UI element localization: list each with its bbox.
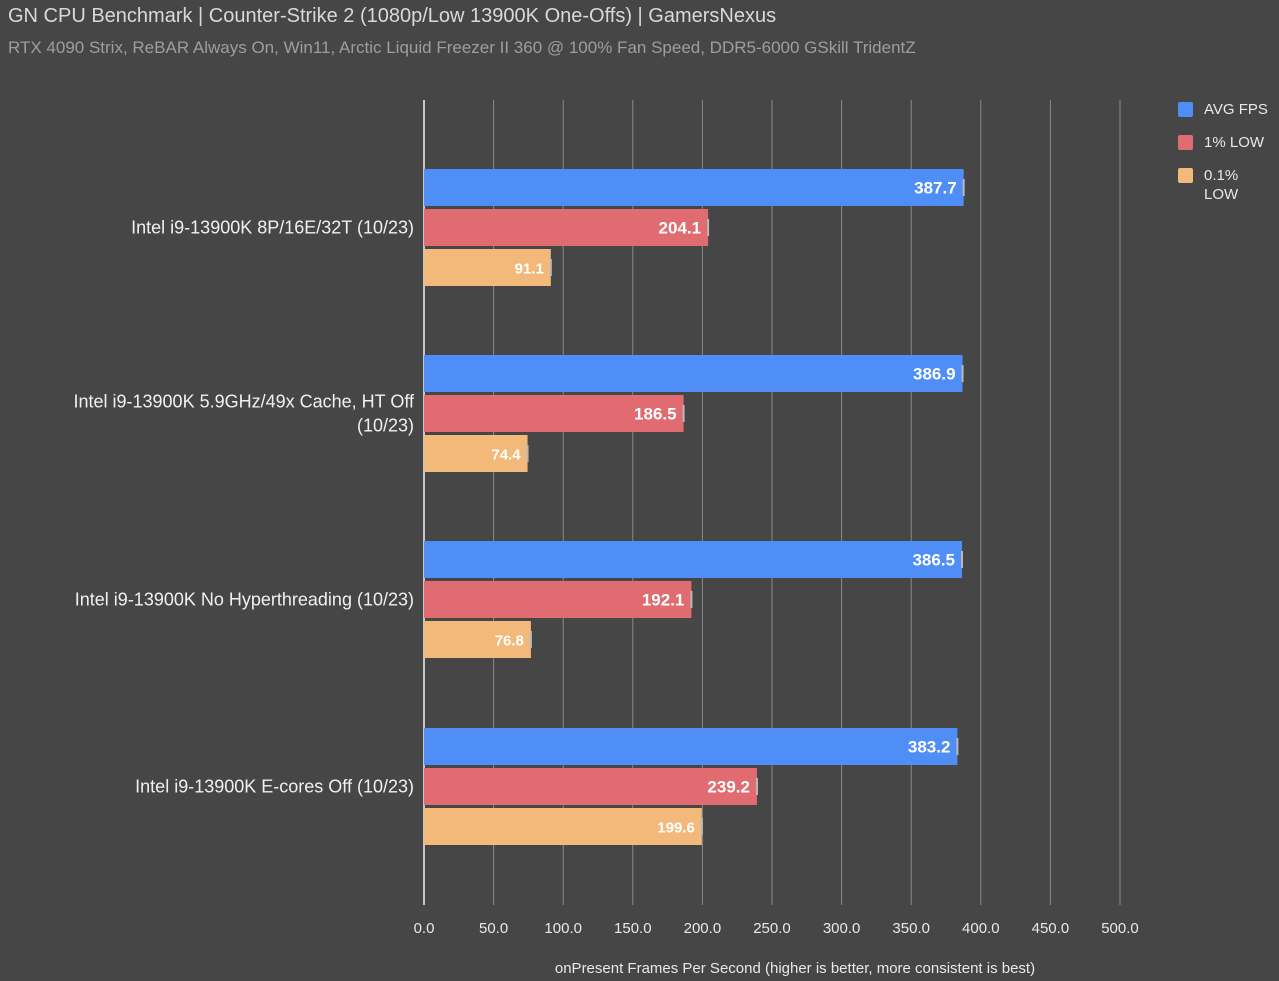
x-tick-label: 450.0 (1032, 920, 1070, 937)
legend: AVG FPS 1% LOW 0.1% LOW (1178, 100, 1274, 218)
data-label: 386.5 (912, 551, 955, 570)
data-label: 76.8 (495, 633, 524, 650)
chart-title: GN CPU Benchmark | Counter-Strike 2 (108… (8, 5, 777, 27)
x-tick-label: 250.0 (753, 920, 791, 937)
bar (424, 395, 684, 432)
legend-swatch-01pct-low (1178, 168, 1193, 183)
data-label: 386.9 (913, 365, 956, 384)
legend-swatch-avg-fps (1178, 102, 1193, 117)
category-label: (10/23) (357, 416, 414, 436)
legend-label-01pct-low: 0.1% LOW (1204, 167, 1239, 203)
data-label: 192.1 (642, 591, 685, 610)
bar (424, 768, 757, 805)
x-tick-label: 100.0 (544, 920, 582, 937)
data-label: 91.1 (515, 261, 544, 278)
category-label: Intel i9-13900K No Hyperthreading (10/23… (75, 590, 414, 610)
data-label: 74.4 (491, 447, 521, 464)
legend-label-1pct-low: 1% LOW (1204, 134, 1265, 151)
x-tick-label: 300.0 (823, 920, 861, 937)
x-tick-label: 50.0 (479, 920, 508, 937)
data-label: 387.7 (914, 179, 957, 198)
bar (424, 728, 958, 765)
category-label: Intel i9-13900K 5.9GHz/49x Cache, HT Off (73, 392, 415, 412)
bar (424, 169, 964, 206)
category-label: Intel i9-13900K E-cores Off (10/23) (135, 777, 414, 797)
bar (424, 355, 963, 392)
legend-label-avg-fps: AVG FPS (1204, 101, 1268, 118)
x-axis-title: onPresent Frames Per Second (higher is b… (554, 960, 1036, 977)
legend-item-1pct-low[interactable]: 1% LOW (1178, 133, 1274, 152)
data-label: 186.5 (634, 405, 677, 424)
legend-item-01pct-low[interactable]: 0.1% LOW (1178, 166, 1274, 204)
x-tick-label: 400.0 (962, 920, 1000, 937)
bar (424, 435, 528, 472)
bar (424, 541, 963, 578)
bar (424, 249, 551, 286)
bar (424, 209, 709, 246)
chart-subtitle: RTX 4090 Strix, ReBAR Always On, Win11, … (8, 38, 916, 57)
data-label: 204.1 (659, 219, 702, 238)
data-label: 239.2 (707, 778, 750, 797)
x-tick-label: 200.0 (684, 920, 722, 937)
legend-item-avg-fps[interactable]: AVG FPS (1178, 100, 1274, 119)
x-tick-label: 0.0 (414, 920, 435, 937)
category-label: Intel i9-13900K 8P/16E/32T (10/23) (131, 218, 414, 238)
legend-swatch-1pct-low (1178, 135, 1193, 150)
x-tick-label: 150.0 (614, 920, 652, 937)
x-tick-label: 500.0 (1101, 920, 1139, 937)
bar (424, 581, 692, 618)
data-label: 383.2 (908, 738, 951, 757)
data-label: 199.6 (657, 820, 695, 837)
bar (424, 808, 702, 845)
bar (424, 621, 531, 658)
x-tick-label: 350.0 (892, 920, 930, 937)
